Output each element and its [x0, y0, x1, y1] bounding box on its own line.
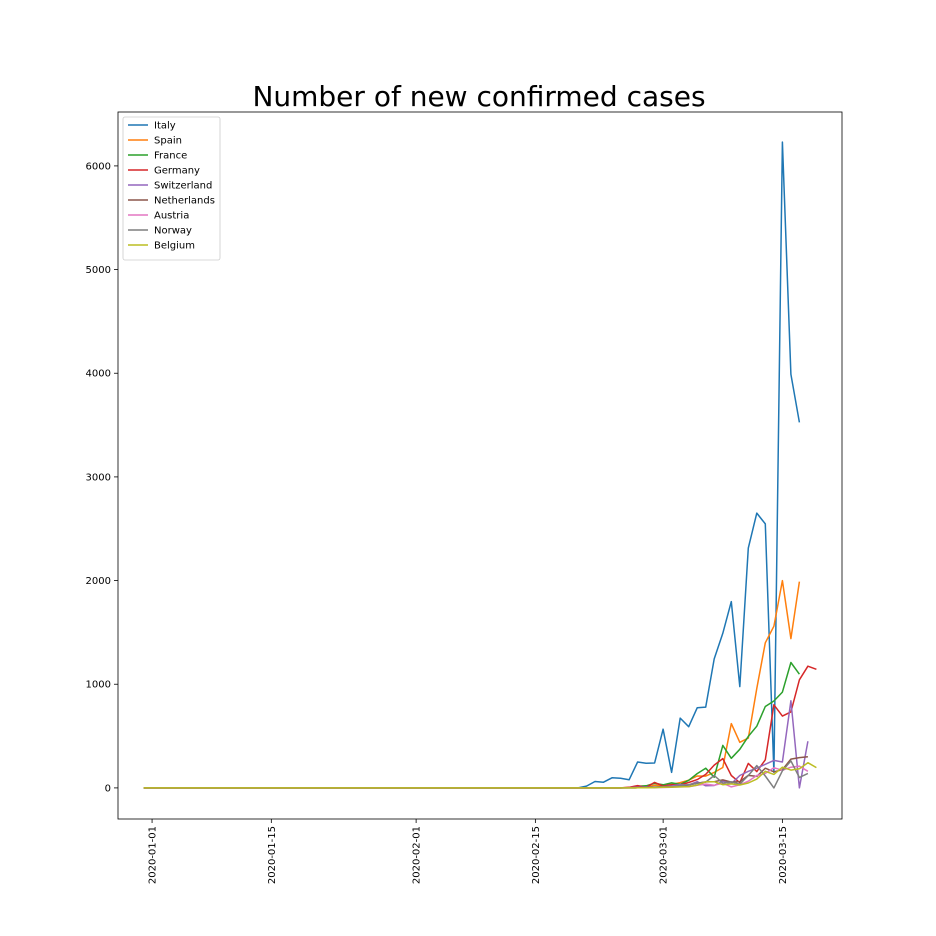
- legend-label-netherlands: Netherlands: [154, 196, 215, 207]
- plot-frame: [117, 111, 843, 820]
- series-line-spain: [143, 579, 801, 789]
- legend-label-spain: Spain: [154, 136, 182, 147]
- y-tick-label: 5000: [86, 265, 111, 276]
- y-tick-label: 6000: [86, 161, 111, 172]
- legend-label-norway: Norway: [154, 226, 192, 237]
- series-lines: [143, 141, 817, 789]
- legend-label-france: France: [154, 151, 187, 162]
- x-tick-label: 2020-03-15: [778, 826, 789, 884]
- axes: 0 1000 2000 3000 4000 5000 6000 2020-01-01 2020-…: [86, 111, 843, 884]
- series-line-italy: [143, 141, 801, 789]
- x-tick-label: 2020-02-15: [531, 826, 542, 884]
- x-tick-label: 2020-02-01: [412, 826, 423, 884]
- legend-label-italy: Italy: [154, 121, 176, 132]
- legend-label-austria: Austria: [154, 211, 189, 222]
- legend: Italy Spain France Germany Switzerland Nether…: [122, 116, 221, 261]
- x-tick-label: 2020-01-01: [148, 826, 159, 884]
- x-tick-label: 2020-03-01: [659, 826, 670, 884]
- chart-title: Number of new confirmed cases: [252, 80, 705, 113]
- legend-label-belgium: Belgium: [154, 241, 195, 252]
- legend-box: [122, 116, 221, 261]
- y-tick-label: 0: [105, 783, 111, 794]
- series-line-belgium: [143, 761, 817, 789]
- legend-label-germany: Germany: [154, 166, 200, 177]
- legend-label-switzerland: Switzerland: [154, 181, 212, 192]
- series-line-austria: [143, 765, 809, 789]
- y-tick-label: 1000: [86, 680, 111, 691]
- series-line-france: [143, 661, 801, 789]
- y-tick-label: 4000: [86, 369, 111, 380]
- x-tick-label: 2020-01-15: [267, 826, 278, 884]
- y-tick-label: 2000: [86, 576, 111, 587]
- y-tick-label: 3000: [86, 472, 111, 483]
